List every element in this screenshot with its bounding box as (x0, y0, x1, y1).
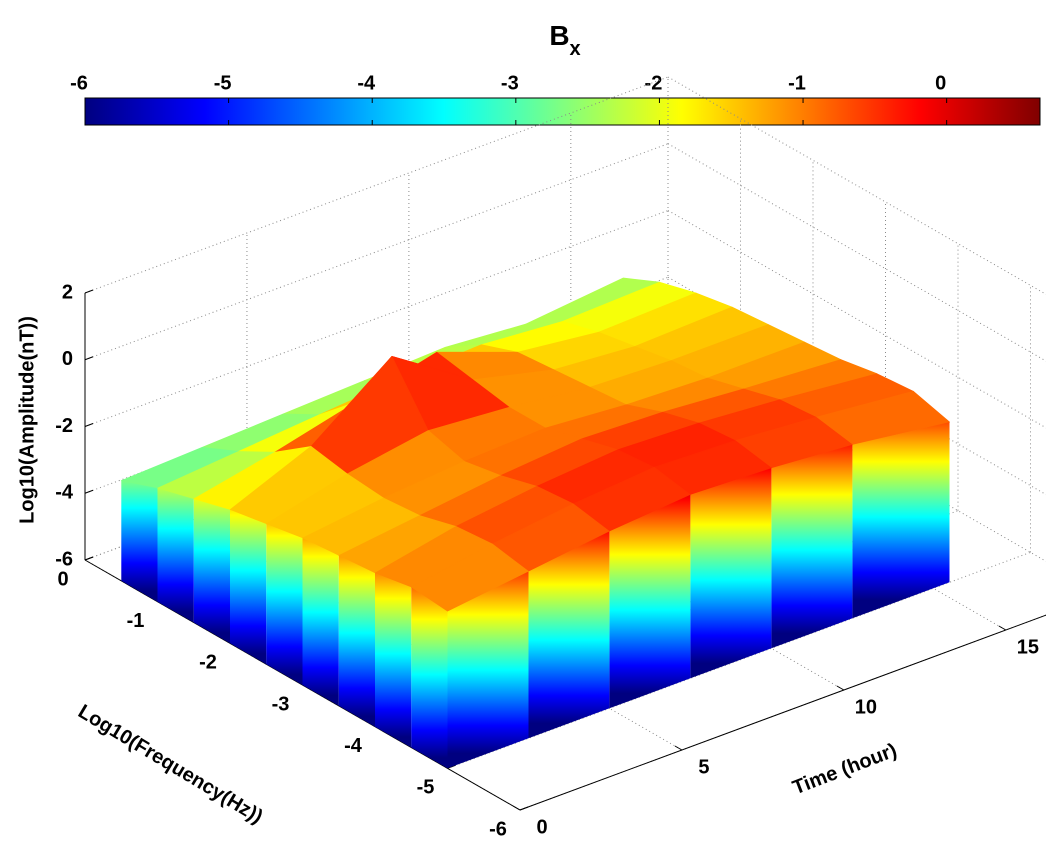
surface-skirt (121, 480, 158, 602)
surface-skirt (771, 444, 853, 649)
x-tick-label: -3 (272, 693, 290, 715)
surface-skirt (193, 499, 230, 644)
x-axis-label: Log10(Frequency(Hz)) (74, 701, 266, 829)
y-tick (674, 745, 683, 751)
surface-skirt (609, 494, 691, 709)
y-tick-label: 5 (698, 756, 709, 778)
x-tick-label: -1 (127, 610, 145, 632)
z-tick-label: -2 (55, 415, 73, 437)
z-tick-label: 0 (62, 348, 73, 370)
colorbar-tick-label: -1 (788, 72, 806, 94)
x-tick-label: -5 (417, 777, 435, 799)
z-axis-label: Log10(Amplitude(nT)) (16, 316, 38, 524)
y-tick (836, 685, 845, 691)
title-main: B (549, 20, 569, 51)
x-tick (447, 764, 456, 769)
x-tick (84, 556, 94, 561)
surface-skirt (375, 573, 412, 748)
colorbar-tick-label: -4 (357, 72, 376, 94)
surface-skirt (338, 555, 375, 727)
surface-skirt (266, 524, 303, 685)
y-tick-label: 0 (536, 816, 547, 838)
y-tick-label: 10 (855, 696, 877, 718)
colorbar-tick-label: -6 (70, 72, 88, 94)
x-tick (519, 806, 529, 811)
surface-skirt (690, 468, 772, 679)
colorbar-tick-label: -3 (501, 72, 519, 94)
x-tick-label: 0 (57, 568, 68, 590)
z-tick-label: -4 (55, 482, 74, 504)
title-subscript: x (570, 38, 581, 60)
colorbar-tick-label: 0 (935, 72, 946, 94)
z-tick (84, 356, 94, 361)
y-tick-label: 15 (1017, 636, 1039, 658)
z-tick (84, 289, 94, 294)
surface-skirt (447, 571, 529, 769)
surface-skirt (411, 587, 448, 769)
surface-skirt (230, 509, 267, 665)
y-tick (512, 805, 521, 811)
colorbar (84, 97, 1041, 126)
y-tick (998, 625, 1007, 631)
x-tick-label: -4 (344, 735, 363, 757)
surface-skirt (302, 538, 339, 706)
x-tick-label: -2 (199, 652, 217, 674)
surface-skirt (528, 531, 610, 739)
chart-title: Bx (549, 20, 580, 60)
z-tick-label: -6 (55, 548, 73, 570)
z-tick (84, 489, 94, 494)
z-tick (84, 423, 94, 427)
z-tick-label: 2 (62, 281, 73, 303)
surface-skirt (157, 488, 194, 623)
y-axis-label: Time (hour) (790, 739, 900, 799)
colorbar-tick-label: -5 (214, 72, 232, 94)
x-tick-label: -6 (489, 818, 507, 840)
surface-skirt (852, 422, 950, 619)
colorbar-tick-label: -2 (645, 72, 663, 94)
